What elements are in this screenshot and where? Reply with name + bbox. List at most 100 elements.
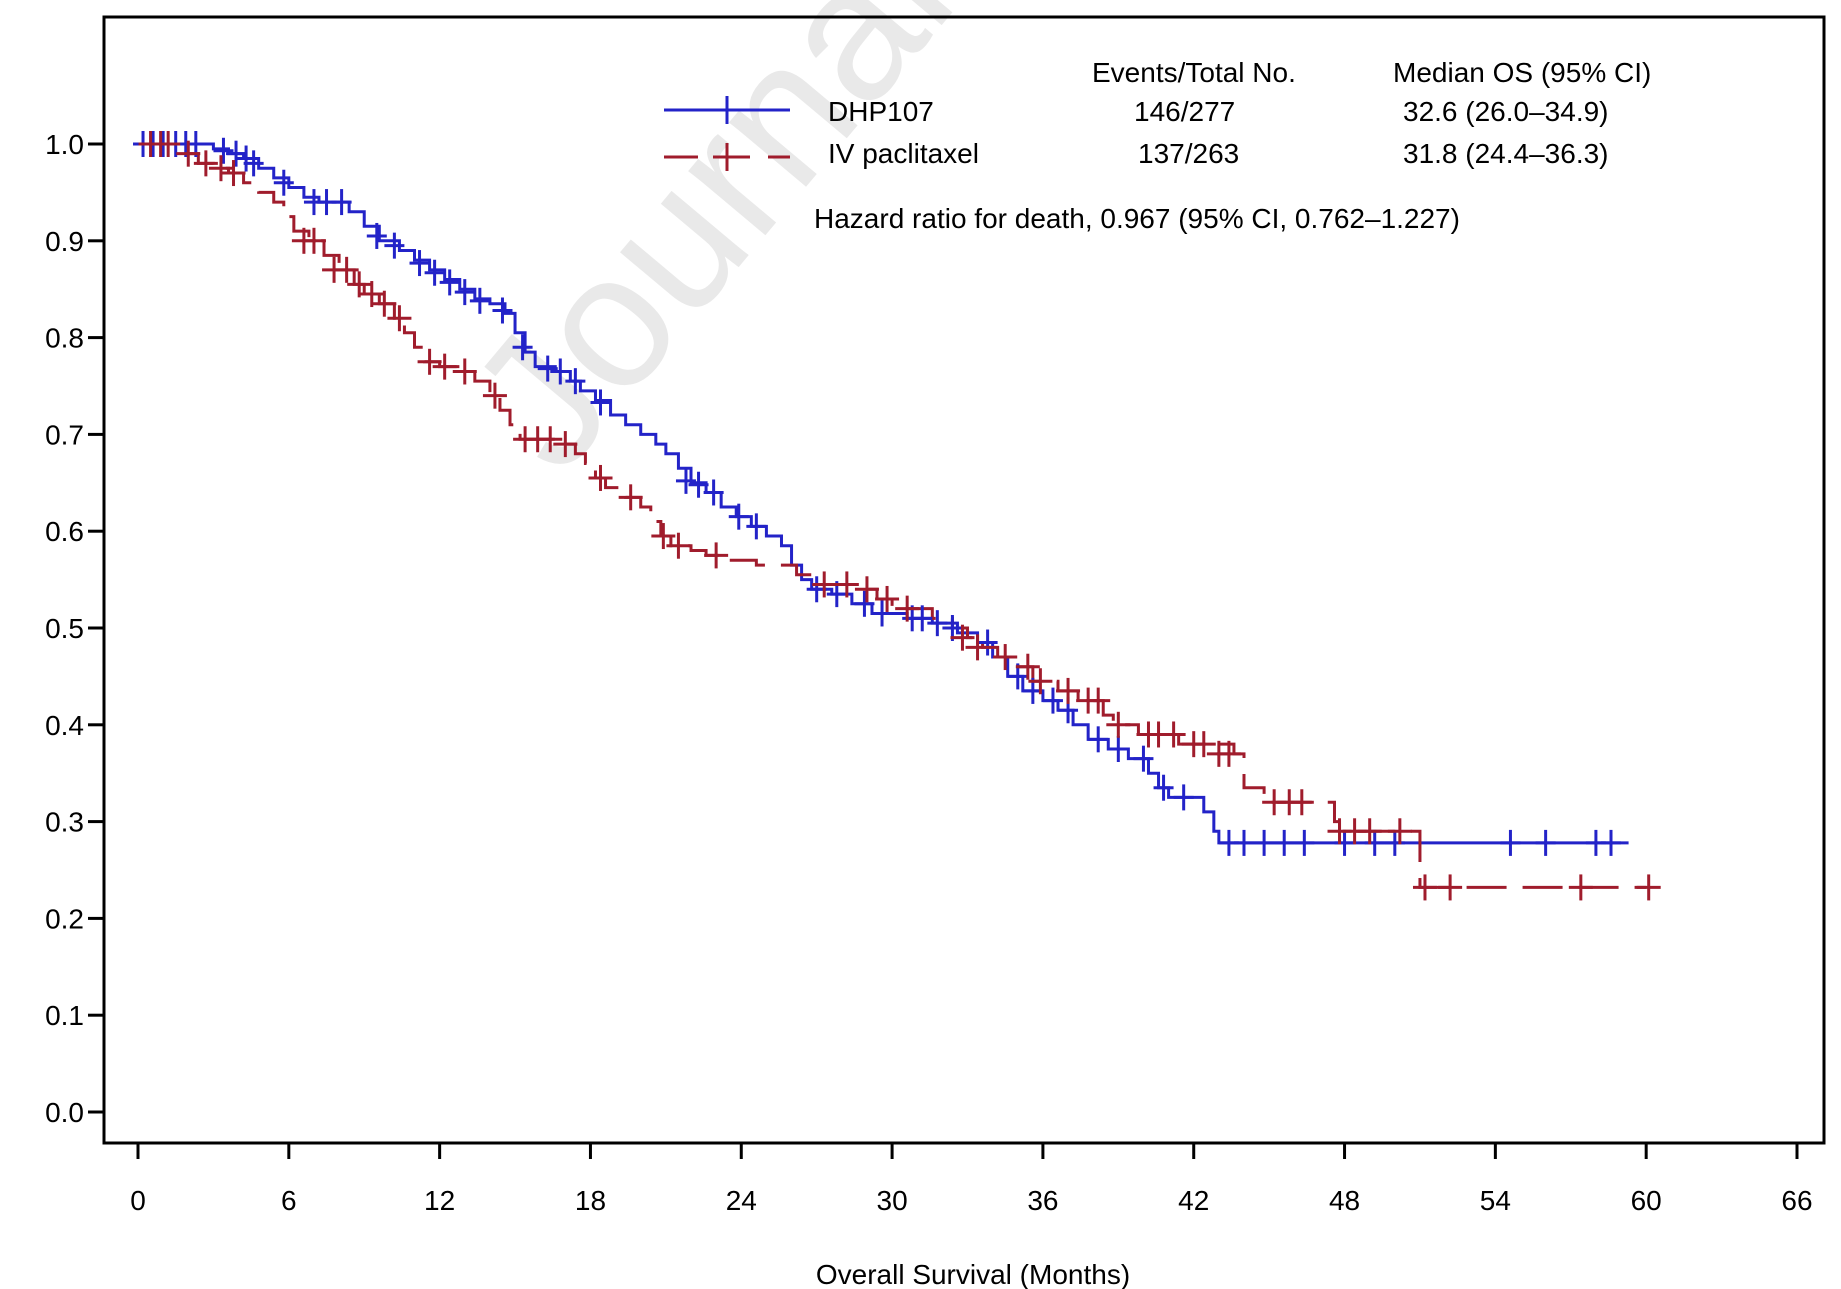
series-lines <box>138 142 1647 889</box>
censor-mark-iv-paclitaxel <box>1191 731 1216 758</box>
censor-mark-dhp107 <box>1042 687 1063 714</box>
y-tick-label: 0.5 <box>45 613 84 644</box>
censor-mark-dhp107 <box>854 590 875 617</box>
censor-mark-iv-paclitaxel <box>372 290 397 317</box>
censor-mark-dhp107 <box>454 279 475 306</box>
legend-censor-iv-paclitaxel <box>713 143 741 171</box>
legend-events-iv-paclitaxel: 137/263 <box>1138 138 1239 169</box>
censor-mark-iv-paclitaxel <box>1028 668 1053 695</box>
censor-mark-iv-paclitaxel <box>417 348 442 375</box>
axes: 0 6 12 18 24 30 36 42 48 54 60 66 0.0 0.1 0.2 0.3 0.4 0.5… <box>45 129 1813 1216</box>
censor-mark-iv-paclitaxel <box>208 155 233 182</box>
x-tick-label: 24 <box>726 1185 757 1216</box>
censor-mark-dhp107 <box>537 355 558 382</box>
censor-mark-dhp107 <box>213 137 234 164</box>
censor-mark-dhp107 <box>912 605 933 632</box>
censor-mark-dhp107 <box>1500 829 1521 856</box>
censor-mark-dhp107 <box>1234 829 1254 856</box>
y-tick-label: 0.3 <box>45 807 84 838</box>
legend-median-dhp107: 32.6 (26.0–34.9) <box>1403 96 1609 127</box>
legend-header-median: Median OS (95% CI) <box>1393 57 1651 88</box>
censor-mark-dhp107 <box>1153 774 1174 801</box>
censor-mark-dhp107 <box>512 334 533 361</box>
legend-header-events: Events/Total No. <box>1092 57 1296 88</box>
censor-mark-dhp107 <box>1088 726 1109 753</box>
x-tick-label: 48 <box>1329 1185 1360 1216</box>
censor-mark-dhp107 <box>1384 829 1405 856</box>
x-tick-label: 60 <box>1631 1185 1662 1216</box>
censor-mark-dhp107 <box>409 250 430 277</box>
watermark-text: Journal Pre-proof <box>429 0 1536 506</box>
censor-mark-iv-paclitaxel <box>1568 874 1593 901</box>
x-tick-label: 0 <box>130 1185 146 1216</box>
censor-mark-iv-paclitaxel <box>1289 789 1314 816</box>
censor-mark-dhp107 <box>492 297 513 324</box>
censor-mark-iv-paclitaxel <box>1636 874 1661 901</box>
censor-mark-iv-paclitaxel <box>553 431 578 458</box>
censor-mark-dhp107 <box>590 389 611 416</box>
censor-mark-dhp107 <box>675 467 696 494</box>
censor-mark-iv-paclitaxel <box>993 644 1018 671</box>
censor-mark-dhp107 <box>1173 784 1194 811</box>
legend-events-dhp107: 146/277 <box>1134 96 1235 127</box>
censor-mark-dhp107 <box>703 479 724 506</box>
x-tick-label: 12 <box>424 1185 455 1216</box>
censor-mark-dhp107 <box>1600 829 1621 856</box>
censor-mark-iv-paclitaxel <box>452 358 477 385</box>
censor-mark-iv-paclitaxel <box>1161 721 1186 748</box>
plot-frame <box>102 15 1826 1145</box>
censor-mark-dhp107 <box>1254 829 1275 856</box>
censor-mark-iv-paclitaxel <box>347 271 372 298</box>
censor-mark-iv-paclitaxel <box>854 576 879 603</box>
censor-mark-dhp107 <box>331 189 352 216</box>
x-tick-label: 30 <box>877 1185 908 1216</box>
censor-mark-dhp107 <box>424 259 445 286</box>
censor-mark-dhp107 <box>1294 829 1315 856</box>
censor-mark-dhp107 <box>384 232 405 259</box>
censor-mark-dhp107 <box>1274 829 1295 856</box>
y-tick-label: 0.1 <box>45 1000 84 1031</box>
y-tick-label: 0.6 <box>45 516 84 547</box>
censor-mark-iv-paclitaxel <box>538 426 563 453</box>
censor-mark-iv-paclitaxel <box>618 484 643 511</box>
censor-mark-iv-paclitaxel <box>1015 653 1040 680</box>
y-tick-label: 1.0 <box>45 129 84 160</box>
series-line-dhp107 <box>138 142 1629 845</box>
censor-mark-iv-paclitaxel <box>1216 740 1241 767</box>
censor-mark-iv-paclitaxel <box>1106 711 1131 738</box>
censor-mark-iv-paclitaxel <box>221 160 246 187</box>
censor-mark-iv-paclitaxel <box>1412 874 1437 901</box>
censor-mark-dhp107 <box>746 513 767 540</box>
legend-median-iv-paclitaxel: 31.8 (24.4–36.3) <box>1403 138 1609 169</box>
y-tick-label: 0.2 <box>45 903 84 934</box>
x-tick-label: 18 <box>575 1185 606 1216</box>
x-tick-label: 6 <box>281 1185 297 1216</box>
censor-mark-iv-paclitaxel <box>812 571 837 598</box>
y-tick-label: 0.7 <box>45 419 84 450</box>
censor-mark-iv-paclitaxel <box>1056 677 1081 704</box>
censor-mark-dhp107 <box>1133 745 1154 772</box>
censor-mark-iv-paclitaxel <box>301 227 326 254</box>
censor-mark-dhp107 <box>1334 829 1355 856</box>
censor-mark-dhp107 <box>688 471 709 498</box>
censor-mark-iv-paclitaxel <box>193 150 218 177</box>
censor-mark-dhp107 <box>273 169 294 196</box>
censor-mark-iv-paclitaxel <box>666 532 691 559</box>
censor-mark-dhp107 <box>550 358 571 385</box>
x-tick-label: 42 <box>1178 1185 1209 1216</box>
series-line-iv-paclitaxel <box>138 142 1647 889</box>
censor-mark-dhp107 <box>243 150 264 177</box>
censor-mark-iv-paclitaxel <box>334 256 359 283</box>
censor-mark-iv-paclitaxel <box>965 634 990 661</box>
censor-mark-dhp107 <box>366 222 387 249</box>
x-tick-label: 54 <box>1480 1185 1511 1216</box>
censor-mark-dhp107 <box>226 140 247 167</box>
censor-mark-iv-paclitaxel <box>895 595 920 622</box>
censor-mark-iv-paclitaxel <box>651 523 676 550</box>
censor-mark-iv-paclitaxel <box>588 464 613 491</box>
censor-mark-iv-paclitaxel <box>176 140 201 167</box>
censor-mark-dhp107 <box>439 269 460 296</box>
censor-mark-iv-paclitaxel <box>1438 874 1463 901</box>
censor-mark-dhp107 <box>1535 829 1556 856</box>
